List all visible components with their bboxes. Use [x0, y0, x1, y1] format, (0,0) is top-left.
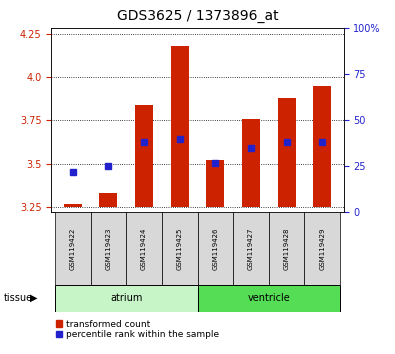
FancyBboxPatch shape	[90, 212, 126, 285]
FancyBboxPatch shape	[305, 212, 340, 285]
Text: ventricle: ventricle	[247, 293, 290, 303]
Text: GDS3625 / 1373896_at: GDS3625 / 1373896_at	[117, 9, 278, 23]
Bar	[207, 160, 224, 207]
Text: GSM119425: GSM119425	[177, 228, 182, 270]
Text: GSM119424: GSM119424	[141, 228, 147, 270]
Bar	[313, 86, 331, 207]
Text: GSM119423: GSM119423	[105, 227, 111, 270]
Bar	[242, 119, 260, 207]
Text: tissue: tissue	[4, 293, 33, 303]
FancyBboxPatch shape	[198, 212, 233, 285]
FancyBboxPatch shape	[162, 212, 198, 285]
Bar	[171, 46, 188, 207]
FancyBboxPatch shape	[233, 212, 269, 285]
Text: GSM119427: GSM119427	[248, 227, 254, 270]
FancyBboxPatch shape	[198, 285, 340, 312]
FancyBboxPatch shape	[126, 212, 162, 285]
Text: GSM119426: GSM119426	[213, 227, 218, 270]
Bar	[278, 98, 295, 207]
Text: GSM119429: GSM119429	[319, 227, 325, 270]
Text: GSM119428: GSM119428	[284, 227, 290, 270]
Text: atrium: atrium	[110, 293, 142, 303]
Text: GSM119422: GSM119422	[70, 228, 76, 270]
FancyBboxPatch shape	[55, 212, 90, 285]
FancyBboxPatch shape	[55, 285, 198, 312]
FancyBboxPatch shape	[269, 212, 305, 285]
Bar	[135, 105, 153, 207]
Bar	[64, 204, 82, 207]
Legend: transformed count, percentile rank within the sample: transformed count, percentile rank withi…	[56, 320, 219, 339]
Text: ▶: ▶	[30, 293, 37, 303]
Bar	[100, 193, 117, 207]
